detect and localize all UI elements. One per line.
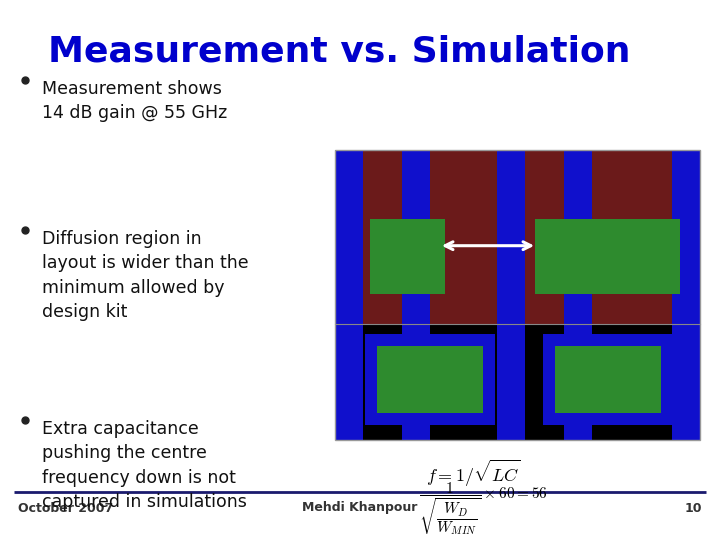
Text: Measurement vs. Simulation: Measurement vs. Simulation xyxy=(48,35,631,69)
Bar xyxy=(535,219,610,294)
Text: Extra capacitance
pushing the centre
frequency down is not
captured in simulatio: Extra capacitance pushing the centre fre… xyxy=(42,420,247,511)
Bar xyxy=(365,334,495,425)
Bar xyxy=(555,346,661,413)
Text: $\dfrac{1}{\sqrt{\dfrac{W_D}{W_{MIN}}}} \times 60 = 56$: $\dfrac{1}{\sqrt{\dfrac{W_D}{W_{MIN}}}} … xyxy=(419,480,548,537)
Bar xyxy=(402,150,430,440)
Bar xyxy=(497,150,525,440)
Text: 10: 10 xyxy=(685,502,702,515)
Bar xyxy=(592,219,667,294)
Bar xyxy=(377,346,483,413)
Bar xyxy=(605,219,680,294)
Bar xyxy=(370,219,445,294)
Bar xyxy=(564,150,592,440)
Bar xyxy=(335,150,700,324)
Bar xyxy=(335,150,700,440)
Bar xyxy=(672,150,700,440)
Text: $f = 1/\sqrt{LC}$: $f = 1/\sqrt{LC}$ xyxy=(426,458,521,489)
Text: October 2007: October 2007 xyxy=(18,502,113,515)
Text: Mehdi Khanpour: Mehdi Khanpour xyxy=(302,502,418,515)
Bar xyxy=(543,334,673,425)
Text: Measurement shows
14 dB gain @ 55 GHz: Measurement shows 14 dB gain @ 55 GHz xyxy=(42,80,228,122)
Bar xyxy=(335,150,700,440)
Bar xyxy=(335,150,363,440)
Text: Diffusion region in
layout is wider than the
minimum allowed by
design kit: Diffusion region in layout is wider than… xyxy=(42,230,248,321)
